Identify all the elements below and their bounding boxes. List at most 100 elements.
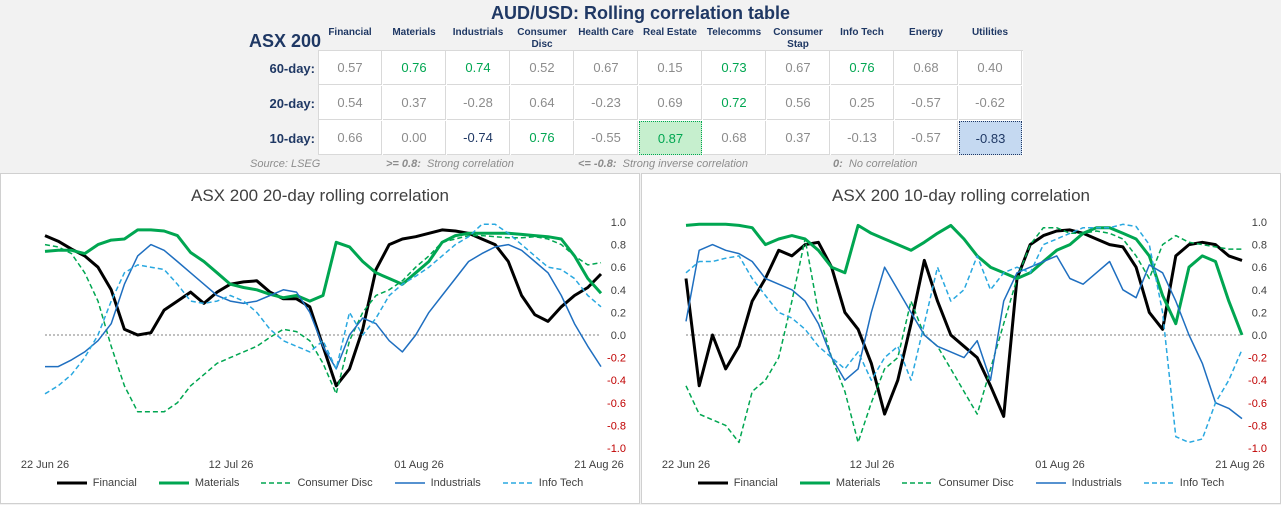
legend-label: Consumer Disc (938, 477, 1014, 489)
table-cell: 0.54 (319, 86, 382, 120)
table-cell: -0.28 (447, 86, 510, 120)
legend-label: Consumer Disc (297, 477, 373, 489)
table-cell: -0.83 (959, 121, 1022, 155)
y-tick-label: -0.2 (1248, 353, 1267, 365)
legend-label: Materials (194, 477, 240, 489)
chart-title-10day: ASX 200 10-day rolling correlation (832, 186, 1090, 205)
table-cell: 0.57 (319, 51, 382, 85)
legend-label: Industrials (1071, 477, 1122, 489)
series-line-financial (44, 228, 603, 388)
legend-item: Materials (158, 477, 240, 489)
x-tick-label: 12 Jul 26 (850, 459, 895, 471)
y-tick-label: -0.4 (1248, 375, 1267, 387)
column-header: Energy (909, 27, 943, 38)
table-cell: 0.00 (383, 121, 446, 155)
legend-label: Materials (835, 477, 881, 489)
legend-item: Materials (799, 477, 881, 489)
series-line-consumer-disc (44, 234, 602, 413)
chart-panel-20day: ASX 200 20-day rolling correlation 1.0 0.… (0, 173, 640, 504)
legend-swatch (697, 481, 728, 485)
y-tick-label: -0.8 (607, 420, 626, 432)
y-tick-label: 1.0 (611, 217, 626, 229)
y-tick-label: 0.4 (611, 285, 626, 297)
column-header: Utilities (971, 27, 1009, 38)
table-cell: 0.52 (511, 51, 574, 85)
chart-20day: 1.0 0.8 0.6 0.4 0.2 0.0 -0.2 -0.4 -0.6 -0.8 -1.0 22… (21, 217, 626, 471)
table-cell: -0.55 (575, 121, 638, 155)
y-tick-label: -0.8 (1248, 420, 1267, 432)
x-tick-label: 21 Aug 26 (574, 459, 624, 471)
chart-10day: 1.0 0.8 0.6 0.4 0.2 0.0 -0.2 -0.4 -0.6 -0.8 -1.0 22… (662, 217, 1267, 471)
table-cell: 0.76 (383, 51, 446, 85)
y-tick-label: 0.2 (1252, 307, 1267, 319)
y-tick-label: 0.0 (1252, 330, 1267, 342)
table-cell: -0.74 (447, 121, 510, 155)
series-line-financial (684, 228, 1243, 418)
legend-item: Industrials (394, 477, 481, 489)
y-tick-label: 0.6 (1252, 262, 1267, 274)
series-line-industrials (685, 243, 1243, 420)
table-cell: 0.37 (767, 121, 830, 155)
table-cell: 0.67 (575, 51, 638, 85)
column-header: Telecomms (706, 27, 762, 38)
table-cell: 0.25 (831, 86, 894, 120)
y-tick-label: 0.8 (611, 240, 626, 252)
series-line-materials (685, 222, 1244, 336)
y-tick-label: -0.4 (607, 375, 626, 387)
y-tick-label: 0.4 (1252, 285, 1267, 297)
strong-correlation-note: >= 0.8: Strong correlation (386, 158, 514, 170)
y-tick-label: -1.0 (607, 443, 626, 455)
legend-item: Consumer Disc (261, 477, 373, 489)
column-header: Info Tech (840, 27, 884, 38)
no-correlation-note: 0: No correlation (833, 158, 918, 170)
series-line-industrials (45, 243, 602, 370)
legend-label: Info Tech (1179, 477, 1225, 489)
legend-swatch (56, 481, 87, 485)
legend-item: Financial (56, 477, 137, 489)
y-tick-label: 1.0 (1252, 217, 1267, 229)
table-cell: 0.37 (383, 86, 446, 120)
x-tick-label: 22 Jun 26 (21, 459, 69, 471)
y-tick-label: -0.2 (607, 353, 626, 365)
page-title: AUD/USD: Rolling correlation table (490, 3, 791, 23)
x-tick-label: 01 Aug 26 (394, 459, 444, 471)
legend-item: Consumer Disc (902, 477, 1014, 489)
legend-swatch (1035, 482, 1066, 484)
row-label: 10-day: (269, 131, 315, 146)
legend-swatch (799, 481, 830, 485)
table-cell: -0.13 (831, 121, 894, 155)
legend-swatch (1143, 482, 1174, 484)
column-header: Financial (328, 27, 372, 38)
table-cell: 0.56 (767, 86, 830, 120)
table-cell: 0.40 (959, 51, 1022, 85)
legend-swatch (902, 482, 933, 484)
table-cell: -0.57 (895, 121, 958, 155)
series-line-info-tech (44, 223, 602, 395)
legend-label: Financial (733, 477, 778, 489)
inverse-correlation-note: <= -0.8: Strong inverse correlation (578, 158, 748, 170)
legend-item: Info Tech (1143, 477, 1225, 489)
table-cell: -0.57 (895, 86, 958, 120)
legend-20day: Financial Materials Consumer Disc Industria… (1, 477, 639, 489)
legend-swatch (394, 482, 425, 484)
table-cell: 0.68 (703, 121, 766, 155)
column-header: Health Care (578, 27, 634, 38)
legend-swatch (158, 481, 189, 485)
x-tick-label: 21 Aug 26 (1215, 459, 1265, 471)
legend-item: Info Tech (502, 477, 583, 489)
y-tick-label: -0.6 (607, 398, 626, 410)
chart-title-20day: ASX 200 20-day rolling correlation (191, 186, 449, 205)
x-tick-label: 22 Jun 26 (662, 459, 710, 471)
table-cell: 0.67 (767, 51, 830, 85)
legend-label: Financial (92, 477, 137, 489)
y-tick-label: -0.6 (1248, 398, 1267, 410)
table-cell: -0.23 (575, 86, 638, 120)
chart-panel-10day: ASX 200 10-day rolling correlation 1.0 0.… (641, 173, 1281, 504)
series-line-info-tech (685, 223, 1243, 444)
legend-label: Industrials (430, 477, 481, 489)
legend-swatch (261, 482, 292, 484)
table-cell: 0.64 (511, 86, 574, 120)
y-tick-label: 0.8 (1252, 240, 1267, 252)
column-header: Industrials (452, 27, 504, 38)
table-cell: 0.69 (639, 86, 702, 120)
